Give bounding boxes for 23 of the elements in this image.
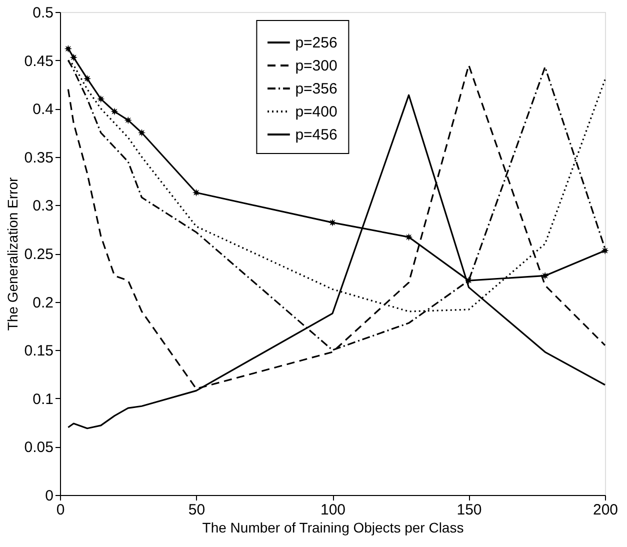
x-tick-label: 150 — [456, 502, 482, 518]
y-tick-label: 0.45 — [24, 52, 54, 70]
y-tick-label: 0.4 — [32, 101, 54, 118]
legend-label: p=256 — [295, 34, 338, 52]
x-tick-label: 0 — [56, 502, 65, 518]
y-tick-label: 0.1 — [32, 390, 54, 408]
x-axis-title: The Number of Training Objects per Class — [202, 520, 464, 536]
y-tick-label: 0.2 — [32, 294, 54, 312]
x-tick-label: 200 — [592, 502, 618, 518]
x-tick-label: 100 — [320, 502, 346, 518]
legend-label: p=456 — [295, 126, 338, 144]
y-tick-label: 0.5 — [32, 4, 54, 22]
legend-label: p=300 — [295, 58, 338, 74]
y-axis-title: The Generalization Error — [4, 177, 20, 331]
y-tick-label: 0.35 — [24, 149, 54, 166]
y-tick-label: 0.05 — [24, 439, 54, 456]
legend-label: p=400 — [295, 104, 338, 120]
y-tick-label: 0 — [45, 488, 54, 504]
y-tick-label: 0.25 — [24, 246, 54, 263]
y-tick-label: 0.15 — [24, 342, 54, 360]
x-tick-label: 50 — [188, 502, 206, 518]
legend-label: p=356 — [295, 80, 338, 98]
y-tick-label: 0.3 — [32, 198, 54, 215]
